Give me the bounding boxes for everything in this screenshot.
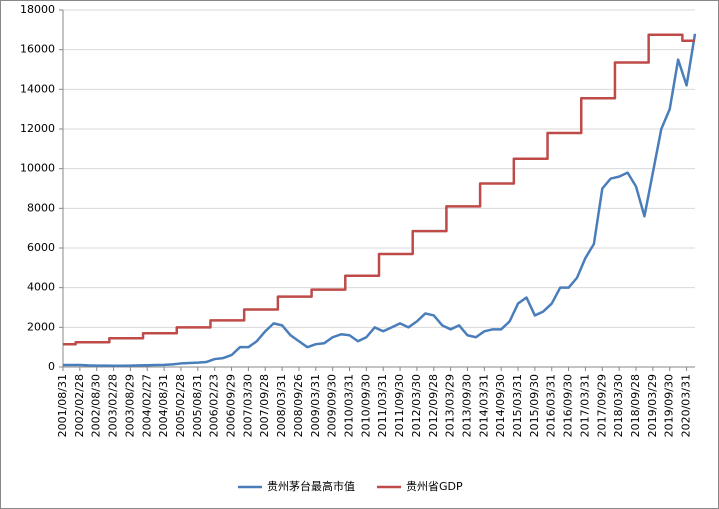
y-tick-label: 18000 [20,3,55,16]
x-tick-label: 2008/03/31 [275,374,288,437]
x-tick-label: 2004/02/27 [140,374,153,437]
x-tick-label: 2002/08/30 [90,374,103,437]
x-tick-label: 2019/09/30 [663,374,676,437]
x-tick-label: 2005/08/31 [191,374,204,437]
x-tick-label: 2014/03/31 [477,374,490,437]
x-tick-label: 2011/03/31 [376,374,389,437]
x-tick-label: 2003/02/28 [107,374,120,437]
x-tick-label: 2003/08/29 [123,374,136,437]
x-tick-label: 2006/09/29 [225,374,238,437]
x-tick-label: 2018/09/28 [629,374,642,437]
x-tick-label: 2002/02/28 [73,374,86,437]
x-tick-label: 2007/03/30 [241,374,254,437]
x-tick-label: 2013/03/29 [444,374,457,437]
legend-label: 贵州茅台最高市值 [267,479,355,493]
x-tick-label: 2016/03/31 [545,374,558,437]
y-tick-label: 16000 [20,43,55,56]
x-tick-label: 2012/03/30 [410,374,423,437]
x-tick-label: 2017/09/29 [595,374,608,437]
x-tick-label: 2009/09/30 [326,374,339,437]
y-tick-label: 8000 [27,201,55,214]
x-tick-label: 2004/08/31 [157,374,170,437]
x-tick-label: 2009/03/31 [309,374,322,437]
x-tick-label: 2016/09/30 [562,374,575,437]
x-tick-label: 2001/08/31 [56,374,69,437]
x-tick-label: 2013/09/30 [460,374,473,437]
y-tick-label: 2000 [27,320,55,333]
x-tick-label: 2011/09/30 [393,374,406,437]
x-tick-label: 2010/03/31 [343,374,356,437]
y-tick-label: 10000 [20,162,55,175]
y-tick-label: 4000 [27,281,55,294]
data-line [63,33,695,346]
x-tick-label: 2014/09/30 [494,374,507,437]
x-tick-label: 2015/09/30 [528,374,541,437]
y-tick-label: 0 [48,360,55,373]
x-tick-label: 2006/02/23 [208,374,221,437]
x-tick-label: 2005/02/28 [174,374,187,437]
y-tick-label: 12000 [20,122,55,135]
x-tick-label: 2012/09/28 [427,374,440,437]
legend-label: 贵州省GDP [406,480,463,493]
x-tick-label: 2007/09/28 [258,374,271,437]
y-tick-label: 14000 [20,82,55,95]
y-tick-label: 6000 [27,241,55,254]
x-tick-label: 2015/03/31 [511,374,524,437]
x-tick-label: 2017/03/31 [578,374,591,437]
x-tick-label: 2010/09/30 [359,374,372,437]
data-line [63,33,697,368]
x-tick-label: 2020/03/31 [680,374,693,437]
x-tick-label: 2018/03/30 [612,374,625,437]
x-tick-label: 2019/03/29 [646,374,659,437]
x-tick-label: 2008/09/26 [292,374,305,437]
